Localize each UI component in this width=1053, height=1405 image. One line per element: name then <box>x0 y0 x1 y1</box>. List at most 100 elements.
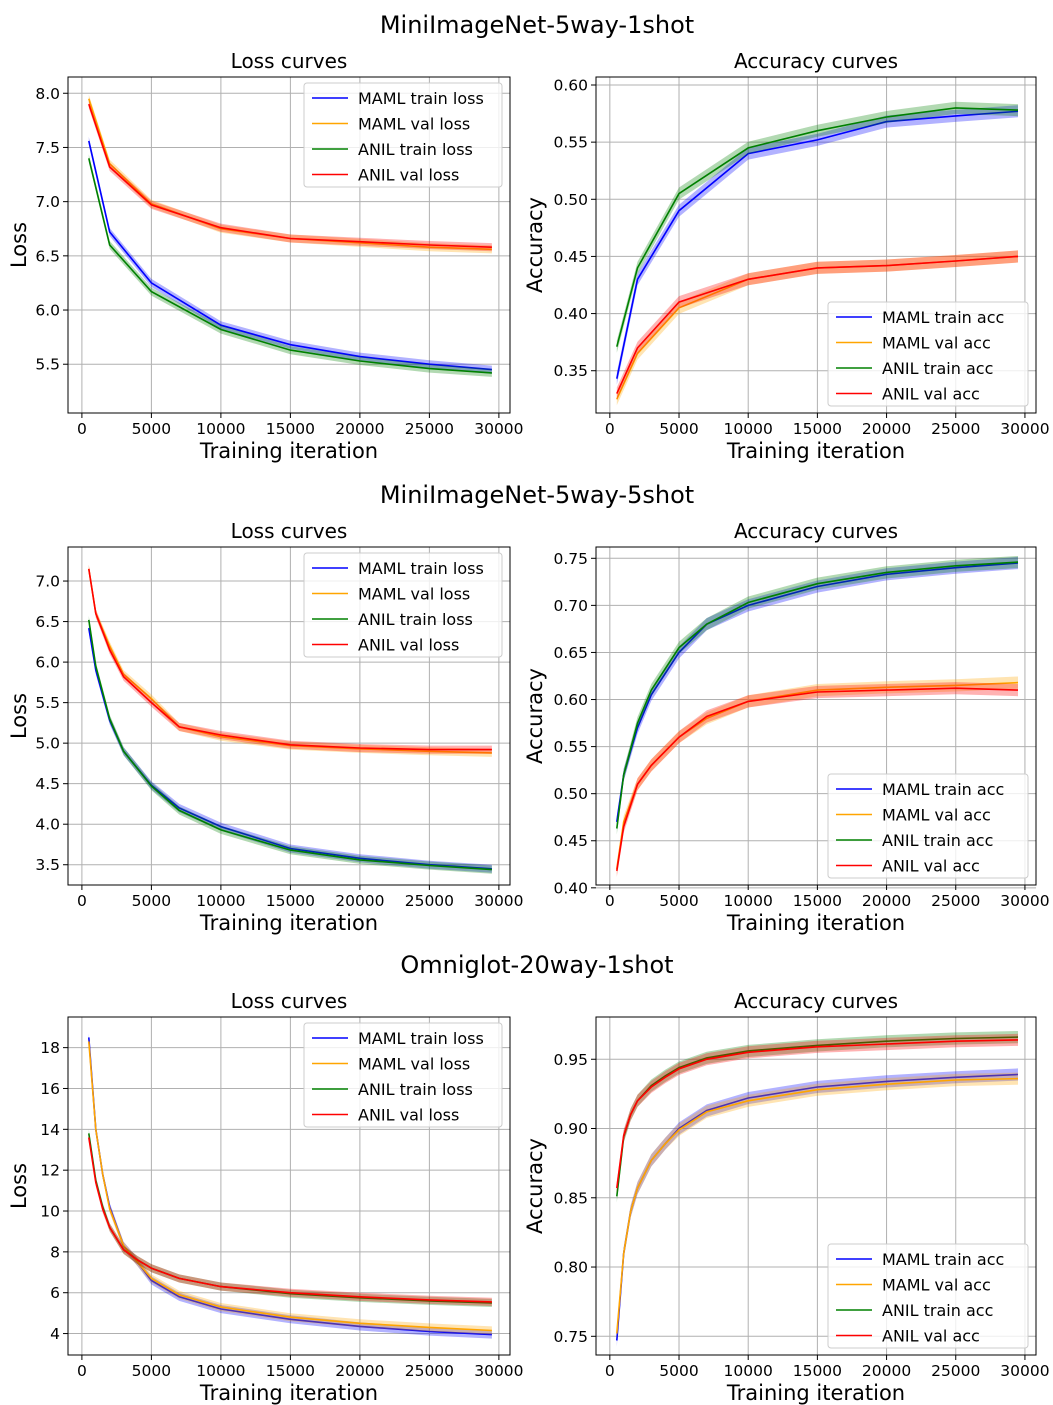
y-tick-label: 6.5 <box>35 613 60 631</box>
x-tick-label: 25000 <box>405 892 454 910</box>
series-band <box>88 94 492 254</box>
legend-box <box>827 301 1029 407</box>
y-tick-label: 0.60 <box>553 691 588 709</box>
series-line <box>88 619 492 871</box>
y-tick-label: 0.70 <box>553 597 588 615</box>
plot-frame <box>67 1016 511 1356</box>
series-band <box>88 624 492 873</box>
y-axis-label: Accuracy <box>523 197 547 293</box>
series-group <box>616 1031 1019 1347</box>
y-tick-label: 5.0 <box>35 735 60 753</box>
y-tick-label: 5.5 <box>35 356 60 374</box>
chart-panel: 0 5000 10000 15000 20000 25000 30000 0.40 0.45 0.… <box>523 519 1050 935</box>
legend-label: ANIL val loss <box>358 636 459 655</box>
y-tick-label: 6.5 <box>35 247 60 265</box>
y-tick-label: 10 <box>40 1203 60 1221</box>
x-tick-label: 10000 <box>196 892 245 910</box>
series-line <box>616 561 1019 829</box>
x-tick-label: 10000 <box>724 892 773 910</box>
series-band <box>616 556 1018 828</box>
series-line <box>88 1041 492 1332</box>
x-tick-label: 10000 <box>724 420 773 438</box>
series-line <box>88 1137 492 1303</box>
legend-box <box>827 1243 1029 1349</box>
x-tick-label: 5000 <box>659 892 698 910</box>
y-tick-label: 0.55 <box>553 134 588 152</box>
x-tick-label: 15000 <box>266 892 315 910</box>
series-line <box>616 255 1019 394</box>
x-tick-label: 20000 <box>335 892 384 910</box>
y-tick-label: 0.85 <box>553 1189 588 1207</box>
x-tick-label: 25000 <box>405 420 454 438</box>
x-axis-label: Training iteration <box>726 439 905 463</box>
legend-label: MAML train loss <box>358 559 484 578</box>
x-axis-label: Training iteration <box>199 439 378 463</box>
legend-label: MAML train loss <box>358 89 484 108</box>
legend-label: ANIL train loss <box>358 140 473 159</box>
plot-frame <box>595 76 1037 414</box>
x-tick-label: 5000 <box>132 1362 171 1380</box>
plot-frame <box>67 76 511 414</box>
legend-label: MAML val loss <box>358 115 470 134</box>
y-axis-label: Loss <box>7 222 31 268</box>
plot-frame <box>595 1016 1037 1356</box>
legend-box <box>303 552 503 658</box>
x-tick-label: 30000 <box>1000 892 1049 910</box>
panel-title: Accuracy curves <box>734 989 898 1013</box>
chart-panel: 0 5000 10000 15000 20000 25000 30000 4 6 8 10 12 14 1… <box>7 989 524 1405</box>
series-group <box>616 556 1019 877</box>
y-tick-label: 0.50 <box>553 785 588 803</box>
x-tick-label: 5000 <box>132 420 171 438</box>
x-tick-label: 0 <box>77 420 87 438</box>
chart-panel: 0 5000 10000 15000 20000 25000 30000 0.75 0.80 0.… <box>523 989 1050 1405</box>
y-tick-label: 6 <box>50 1284 60 1302</box>
y-tick-label: 16 <box>40 1080 60 1098</box>
chart-panel: 0 5000 10000 15000 20000 25000 30000 3.5 4.0 4.5 5… <box>7 519 524 935</box>
x-tick-label: 25000 <box>931 892 980 910</box>
y-tick-label: 0.65 <box>553 644 588 662</box>
series-line <box>88 103 492 248</box>
chart-panel: 0 5000 10000 15000 20000 25000 30000 0.35 0.40 0.… <box>523 49 1050 463</box>
y-tick-label: 0.45 <box>553 832 588 850</box>
legend: MAML train acc MAML val acc ANIL train acc… <box>827 301 1029 407</box>
y-tick-label: 0.35 <box>553 362 588 380</box>
y-tick-label: 7.0 <box>35 193 60 211</box>
series-line <box>88 158 492 374</box>
x-tick-label: 25000 <box>931 420 980 438</box>
legend: MAML train loss MAML val loss ANIL train l… <box>303 82 503 188</box>
legend-box <box>827 773 1029 879</box>
legend: MAML train loss MAML val loss ANIL train l… <box>303 552 503 658</box>
panel-title: Loss curves <box>231 519 348 543</box>
y-tick-label: 0.90 <box>553 1120 588 1138</box>
y-tick-label: 0.75 <box>553 550 588 568</box>
panel-title: Loss curves <box>231 989 348 1013</box>
y-tick-label: 3.5 <box>35 856 60 874</box>
series-line <box>616 1077 1019 1334</box>
y-tick-label: 4.0 <box>35 816 60 834</box>
legend-label: MAML train loss <box>358 1029 484 1048</box>
x-tick-label: 10000 <box>724 1362 773 1380</box>
y-axis-label: Loss <box>7 693 31 739</box>
legend: MAML train acc MAML val acc ANIL train acc… <box>827 773 1029 879</box>
legend-label: ANIL train loss <box>358 1080 473 1099</box>
x-tick-label: 10000 <box>196 1362 245 1380</box>
legend: MAML train acc MAML val acc ANIL train acc… <box>827 1243 1029 1349</box>
legend-label: MAML train acc <box>882 780 1004 799</box>
y-tick-label: 0.95 <box>553 1051 588 1069</box>
legend-label: ANIL val acc <box>882 1327 980 1346</box>
legend-label: ANIL val loss <box>358 1106 459 1125</box>
x-tick-label: 25000 <box>405 1362 454 1380</box>
panel-title: Accuracy curves <box>734 519 898 543</box>
panel-title: Accuracy curves <box>734 49 898 73</box>
x-tick-label: 5000 <box>659 1362 698 1380</box>
legend-label: MAML val acc <box>882 334 991 353</box>
y-tick-label: 6.0 <box>35 302 60 320</box>
series-line <box>616 1039 1019 1189</box>
x-tick-label: 20000 <box>862 892 911 910</box>
legend-label: ANIL val loss <box>358 166 459 185</box>
plot-frame <box>67 546 511 886</box>
legend-label: ANIL train acc <box>882 359 993 378</box>
x-tick-label: 0 <box>605 892 615 910</box>
legend-label: MAML val acc <box>882 1276 991 1295</box>
x-tick-label: 0 <box>77 892 87 910</box>
